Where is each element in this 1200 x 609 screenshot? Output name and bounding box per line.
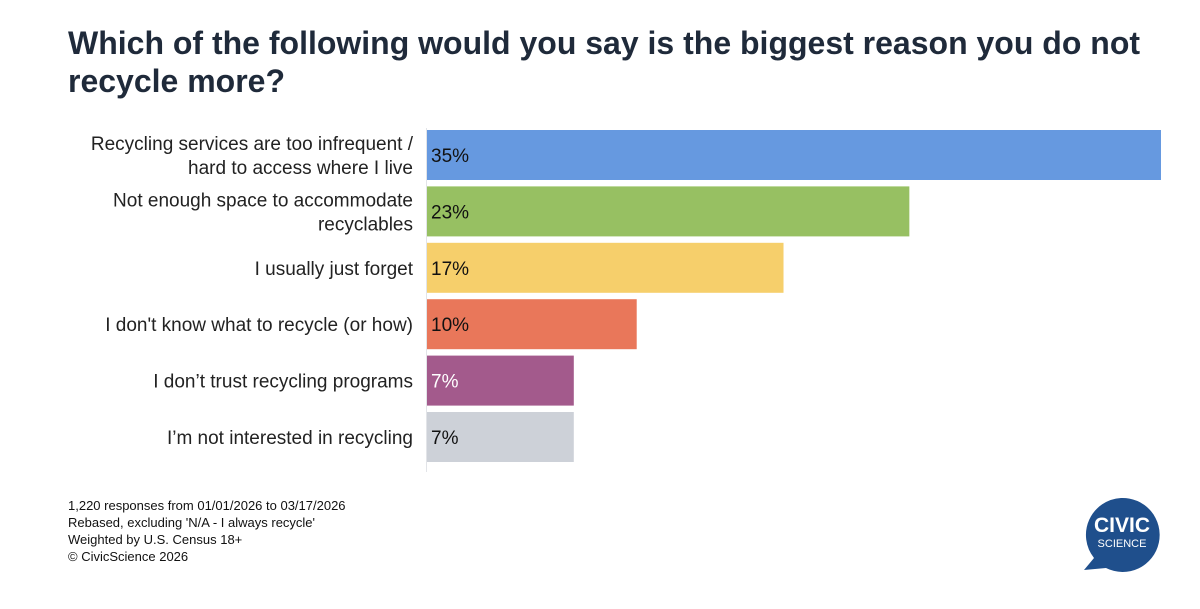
bar-value-label-1: 35% [431, 146, 469, 167]
bar-3 [427, 242, 784, 293]
logo-text-civic: CIVIC [1094, 514, 1150, 537]
bar-value-label-3: 17% [431, 259, 469, 280]
bar-value-label-2: 23% [431, 202, 469, 223]
bar-6 [427, 412, 574, 462]
logo-text-science: SCIENCE [1098, 538, 1147, 550]
chart-title: Which of the following would you say is … [68, 25, 1141, 99]
bar-4 [427, 299, 637, 350]
footnote-rebased: Rebased, excluding 'N/A - I always recyc… [68, 515, 316, 530]
footnote-copyright: © CivicScience 2026 [68, 549, 189, 564]
bar-5 [427, 355, 574, 406]
category-label-2-line-1: Not enough space to accommodate [113, 190, 413, 211]
category-label-5: I don’t trust recycling programs [153, 372, 413, 393]
bar-1 [427, 130, 1161, 180]
footnote-weighted: Weighted by U.S. Census 18+ [68, 532, 243, 547]
category-label-2-line-2: recyclables [318, 214, 413, 235]
category-label-4: I don't know what to recycle (or how) [105, 315, 413, 336]
category-label-1-line-2: hard to access where I live [188, 158, 413, 179]
civicscience-logo: CIVIC SCIENCE [1084, 497, 1160, 572]
speech-bubble-icon [1084, 497, 1160, 572]
bar-value-label-5: 7% [431, 372, 459, 393]
category-label-3: I usually just forget [255, 259, 414, 280]
category-label-6: I’m not interested in recycling [167, 428, 413, 449]
category-label-1-line-1: Recycling services are too infrequent / [91, 134, 414, 155]
footnote-responses: 1,220 responses from 01/01/2026 to 03/17… [68, 498, 346, 513]
bar-value-label-4: 10% [431, 315, 469, 336]
footnote: 1,220 responses from 01/01/2026 to 03/17… [68, 497, 346, 565]
bar-2 [427, 186, 910, 237]
bar-value-label-6: 7% [431, 428, 459, 449]
